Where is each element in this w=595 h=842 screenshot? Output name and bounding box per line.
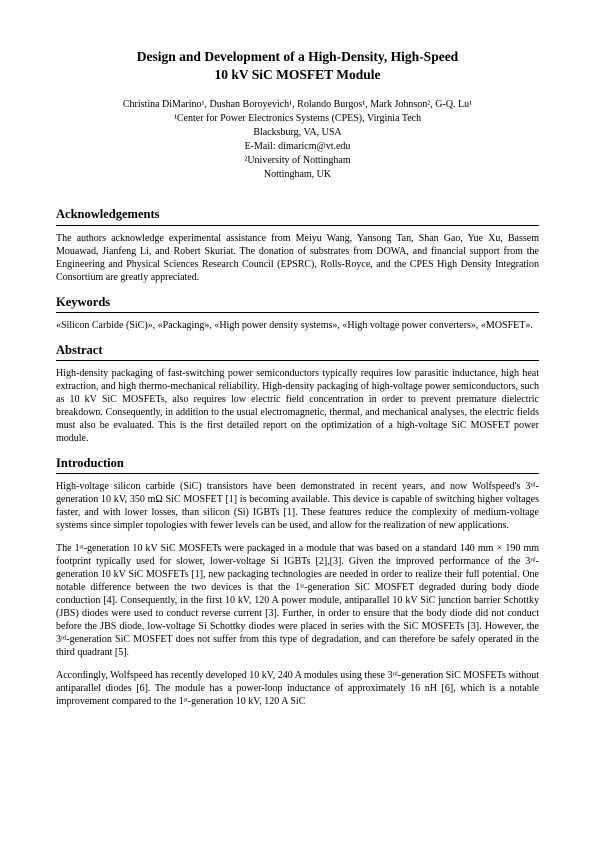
title-line-2: 10 kV SiC MOSFET Module (214, 67, 380, 82)
author-email: E-Mail: dimaricm@vt.edu (245, 141, 351, 152)
section-rule (56, 473, 539, 474)
section-rule (56, 225, 539, 226)
title-line-1: Design and Development of a High-Density… (137, 49, 458, 64)
keywords-heading: Keywords (56, 294, 539, 310)
affiliation-1-location: Blacksburg, VA, USA (253, 127, 341, 138)
section-rule (56, 360, 539, 361)
affiliation-1: ¹Center for Power Electronics Systems (C… (174, 113, 421, 124)
authors-line: Christina DiMarino¹, Dushan Boroyevich¹,… (123, 99, 472, 110)
affiliation-2-location: Nottingham, UK (264, 169, 331, 180)
acknowledgements-heading: Acknowledgements (56, 206, 539, 222)
author-block: Christina DiMarino¹, Dushan Boroyevich¹,… (56, 98, 539, 182)
paper-title: Design and Development of a High-Density… (56, 48, 539, 84)
abstract-heading: Abstract (56, 342, 539, 358)
affiliation-2: ²University of Nottingham (244, 155, 350, 166)
acknowledgements-body: The authors acknowledge experimental ass… (56, 232, 539, 284)
keywords-body: «Silicon Carbide (SiC)», «Packaging», «H… (56, 319, 539, 332)
introduction-p3: Accordingly, Wolfspeed has recently deve… (56, 669, 539, 708)
section-rule (56, 312, 539, 313)
abstract-body: High-density packaging of fast-switching… (56, 367, 539, 445)
introduction-p1: High-voltage silicon carbide (SiC) trans… (56, 480, 539, 532)
introduction-p2: The 1ˢᵗ-generation 10 kV SiC MOSFETs wer… (56, 542, 539, 659)
introduction-heading: Introduction (56, 455, 539, 471)
